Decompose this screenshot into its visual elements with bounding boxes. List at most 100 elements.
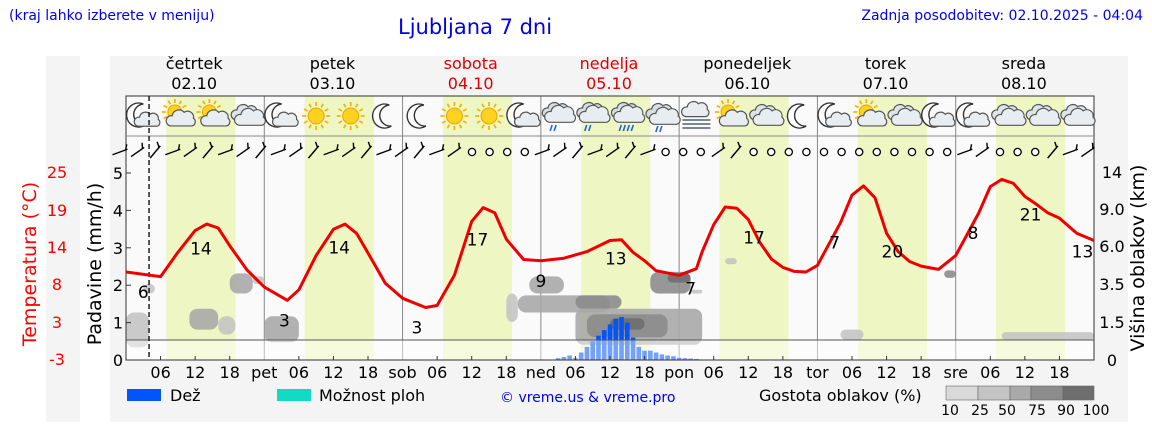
sun-disc xyxy=(445,107,463,125)
day-abbr-tick: sre xyxy=(944,363,968,382)
cloud-rain-icon xyxy=(576,101,611,132)
cloud-density-swatch xyxy=(977,385,1011,401)
wind-barb-shaft xyxy=(1081,146,1095,158)
precip-tick: 4 xyxy=(113,201,123,220)
cloud-shape xyxy=(1029,107,1061,126)
sun-ray xyxy=(213,100,217,105)
wind-calm-circle xyxy=(766,147,776,157)
temperature-label: 9 xyxy=(535,272,546,292)
wind-barb-shaft xyxy=(1047,145,1059,159)
cloud-cover-area xyxy=(506,293,518,322)
hour-tick: 18 xyxy=(220,363,240,382)
wind-barb-shaft xyxy=(255,145,267,159)
wind-calm-circle xyxy=(678,147,688,157)
temperature-label: 7 xyxy=(685,280,696,300)
cloud-shape xyxy=(513,111,541,127)
daylight-band xyxy=(857,96,927,360)
wind-barb xyxy=(605,142,620,158)
cloud-shape xyxy=(165,109,196,127)
rain-drop xyxy=(618,124,623,132)
wind-barb xyxy=(1047,141,1059,159)
sun-ray xyxy=(859,100,863,105)
legend-rain-swatch xyxy=(127,389,161,401)
sun-ray xyxy=(342,103,347,108)
precip-bar xyxy=(584,346,590,360)
cloud-density-tick: 10 xyxy=(941,403,959,419)
wind-barb xyxy=(130,142,145,158)
cloud-icon xyxy=(991,103,1027,126)
precip-bar xyxy=(596,335,601,360)
cloud-shape xyxy=(648,106,681,125)
temperature-axis-label: Temperatura (°C) xyxy=(19,182,41,347)
day-date: 05.10 xyxy=(586,74,632,93)
cloud-shape xyxy=(963,111,991,127)
temperature-label: 3 xyxy=(412,318,423,338)
wind-calm-circle xyxy=(872,147,882,157)
hour-tick: 18 xyxy=(496,363,516,382)
sun-ray xyxy=(716,104,721,109)
wind-barb xyxy=(1081,142,1095,158)
sun-ray xyxy=(462,120,468,124)
cloud-shape xyxy=(271,111,299,127)
sun-ray xyxy=(324,108,329,112)
sun-disc xyxy=(480,107,498,125)
wind-barb-feather xyxy=(986,142,989,149)
precip-bar xyxy=(630,337,636,360)
wind-barb-shaft xyxy=(447,146,462,158)
cloud-height-axis-label: Višina oblakov (km) xyxy=(1127,165,1149,352)
precip-bar xyxy=(688,358,693,360)
precip-bar xyxy=(682,358,688,360)
temperature-label: 7 xyxy=(829,234,840,254)
wind-barb-feather xyxy=(563,142,566,149)
sun-ray xyxy=(354,124,359,129)
sun-ray xyxy=(870,100,874,105)
hour-tick: 12 xyxy=(1015,363,1035,382)
wind-barb-feather xyxy=(405,142,408,149)
precip-bar xyxy=(653,352,659,360)
temperature-label: 14 xyxy=(328,238,350,258)
sun-icon xyxy=(302,102,331,130)
last-updated: Zadnja posodobitev: 02.10.2025 - 04:04 xyxy=(861,8,1143,24)
sun-ray xyxy=(178,100,183,105)
wind-barb-feather xyxy=(194,142,197,149)
precip-bar xyxy=(561,357,567,360)
legend-storm-label: Možnost ploh xyxy=(319,386,425,405)
precip-bar xyxy=(555,358,561,360)
wind-barb-shaft xyxy=(376,148,392,156)
precip-tick: 2 xyxy=(113,276,123,295)
hour-tick: 12 xyxy=(876,363,896,382)
menu-hint[interactable]: (kraj lahko izberete v meniju) xyxy=(9,8,215,24)
sun-ray xyxy=(303,120,308,124)
temperature-label: 20 xyxy=(882,242,904,262)
sun-ray xyxy=(182,104,187,109)
cloud-icon xyxy=(1060,103,1096,126)
sun-ray xyxy=(873,104,878,109)
wind-calm-circle xyxy=(890,147,899,157)
credit-link[interactable]: © vreme.us & vreme.pro xyxy=(500,390,675,406)
wind-barb-shaft xyxy=(217,148,234,156)
precip-bar xyxy=(613,318,619,360)
wind-barb-feather xyxy=(367,141,371,148)
rain-drop xyxy=(587,124,592,132)
sun-cloud-icon xyxy=(715,99,749,127)
day-abbr-tick: sob xyxy=(388,363,416,382)
wind-calm-circle xyxy=(854,147,864,157)
sun-ray xyxy=(338,108,343,112)
precip-bar xyxy=(619,316,624,360)
wind-barb xyxy=(360,141,373,159)
wind-barb-shaft xyxy=(183,146,198,158)
precip-tick: 0 xyxy=(113,351,123,370)
wind-barb-shaft xyxy=(413,145,425,159)
precip-bar xyxy=(624,322,630,360)
wind-barb-feather xyxy=(1091,142,1094,149)
wind-barb-feather xyxy=(578,141,583,148)
precip-bar xyxy=(676,357,682,360)
wind-barb xyxy=(307,141,320,159)
hour-tick: 06 xyxy=(427,363,447,382)
hour-tick: 06 xyxy=(289,363,309,382)
wind-barb-shaft xyxy=(360,145,373,159)
wind-barb-feather xyxy=(441,144,445,151)
precip-bar xyxy=(601,330,607,360)
precip-bar xyxy=(567,355,572,360)
